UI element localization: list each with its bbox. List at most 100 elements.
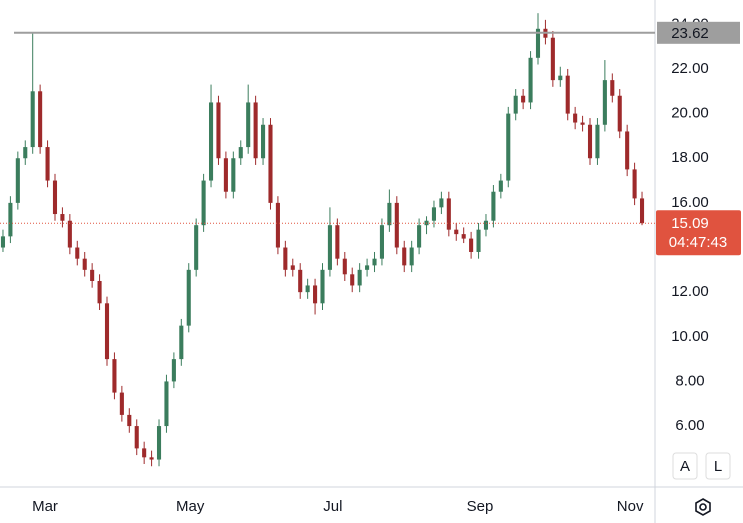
candle-body bbox=[142, 448, 147, 458]
hline-label: 23.62 bbox=[671, 25, 709, 42]
candle-body bbox=[201, 180, 206, 226]
y-tick-label: 18.00 bbox=[671, 149, 709, 166]
candle-body bbox=[298, 269, 303, 293]
candle-body bbox=[602, 80, 607, 125]
candle-body bbox=[127, 414, 132, 427]
scale-button-label[interactable]: L bbox=[714, 458, 722, 475]
y-tick-label: 20.00 bbox=[671, 105, 709, 122]
candle-body bbox=[506, 113, 511, 181]
candle-body bbox=[521, 95, 526, 103]
candle-body bbox=[52, 180, 58, 215]
candle-body bbox=[15, 158, 20, 203]
candle-body bbox=[171, 359, 176, 382]
candle-body bbox=[30, 91, 35, 148]
last-price-label: 15.09 bbox=[671, 215, 709, 232]
candle-body bbox=[617, 95, 622, 132]
candle-body bbox=[639, 198, 645, 224]
candle-body bbox=[446, 198, 451, 230]
candle-body bbox=[469, 238, 474, 252]
candle-body bbox=[194, 225, 199, 270]
candle-body bbox=[164, 381, 169, 427]
candle-body bbox=[90, 269, 95, 281]
candle-body bbox=[335, 225, 340, 259]
candle-body bbox=[253, 102, 258, 159]
candle-body bbox=[261, 124, 266, 159]
candle-body bbox=[0, 236, 6, 248]
candle-body bbox=[75, 247, 80, 259]
candle-body bbox=[186, 269, 191, 326]
candle-body bbox=[320, 269, 325, 304]
y-tick-label: 22.00 bbox=[671, 60, 709, 77]
candle-body bbox=[350, 274, 355, 286]
candle-body bbox=[365, 265, 370, 270]
candle-body bbox=[246, 102, 251, 148]
candle-body bbox=[97, 280, 102, 304]
scale-button[interactable] bbox=[705, 452, 731, 480]
candle-body bbox=[149, 457, 154, 460]
candle-body bbox=[632, 169, 637, 199]
scale-button[interactable] bbox=[672, 452, 698, 480]
candle-body bbox=[231, 158, 236, 192]
candle-body bbox=[491, 191, 496, 221]
candle-body bbox=[550, 37, 555, 81]
settings-icon[interactable] bbox=[695, 498, 711, 516]
candle-body bbox=[82, 258, 87, 270]
candle-body bbox=[156, 426, 162, 460]
candle-body bbox=[134, 426, 139, 449]
candle-body bbox=[313, 285, 318, 304]
candle-body bbox=[625, 131, 630, 170]
countdown-label: 04:47:43 bbox=[669, 234, 727, 251]
candle-body bbox=[38, 91, 43, 148]
candle-body bbox=[535, 28, 541, 58]
candle-body bbox=[454, 229, 459, 235]
candle-body bbox=[216, 102, 221, 159]
x-tick-label: May bbox=[176, 498, 205, 515]
candle-body bbox=[327, 225, 332, 270]
candle-body bbox=[283, 247, 288, 270]
candle-body bbox=[119, 392, 124, 415]
candle-body bbox=[394, 202, 399, 248]
candle-body bbox=[461, 234, 466, 239]
candle-body bbox=[67, 220, 72, 248]
candle-body bbox=[417, 225, 422, 248]
candle-body bbox=[595, 124, 600, 159]
x-tick-label: Jul bbox=[323, 498, 342, 515]
last-price-label-bg bbox=[656, 210, 741, 256]
candle-body bbox=[513, 95, 518, 114]
scale-button-label[interactable]: A bbox=[680, 458, 690, 475]
candle-body bbox=[402, 247, 407, 266]
candle-body bbox=[342, 258, 347, 275]
candle-body bbox=[565, 75, 570, 114]
candle-body bbox=[23, 147, 28, 159]
candle-body bbox=[179, 325, 184, 360]
candle-body bbox=[60, 214, 65, 221]
candle-body bbox=[238, 147, 243, 159]
hline-label-bg bbox=[657, 21, 740, 44]
candle-body bbox=[409, 247, 414, 266]
candle-body bbox=[305, 285, 310, 293]
candle-body bbox=[268, 124, 273, 203]
x-tick-label: Nov bbox=[617, 498, 644, 515]
y-tick-label: 10.00 bbox=[671, 328, 709, 345]
y-tick-label: 16.00 bbox=[671, 194, 709, 211]
candle-body bbox=[580, 122, 585, 125]
y-tick-label: 8.00 bbox=[675, 372, 704, 389]
candle-body bbox=[387, 202, 392, 226]
candle-body bbox=[290, 265, 295, 270]
candle-body bbox=[45, 147, 50, 181]
candle-body bbox=[208, 102, 214, 181]
candle-body bbox=[112, 359, 117, 393]
candle-body bbox=[223, 158, 228, 192]
candle-body bbox=[372, 258, 377, 266]
candle-body bbox=[8, 202, 13, 237]
candle-body bbox=[104, 303, 110, 360]
candle-body bbox=[275, 202, 280, 248]
candle-body bbox=[528, 57, 533, 103]
candle-body bbox=[483, 220, 489, 230]
candle-body bbox=[587, 124, 593, 159]
candle-body bbox=[379, 225, 384, 259]
y-tick-label: 12.00 bbox=[671, 283, 709, 300]
candle-body bbox=[439, 198, 444, 208]
candle-body bbox=[498, 180, 503, 192]
